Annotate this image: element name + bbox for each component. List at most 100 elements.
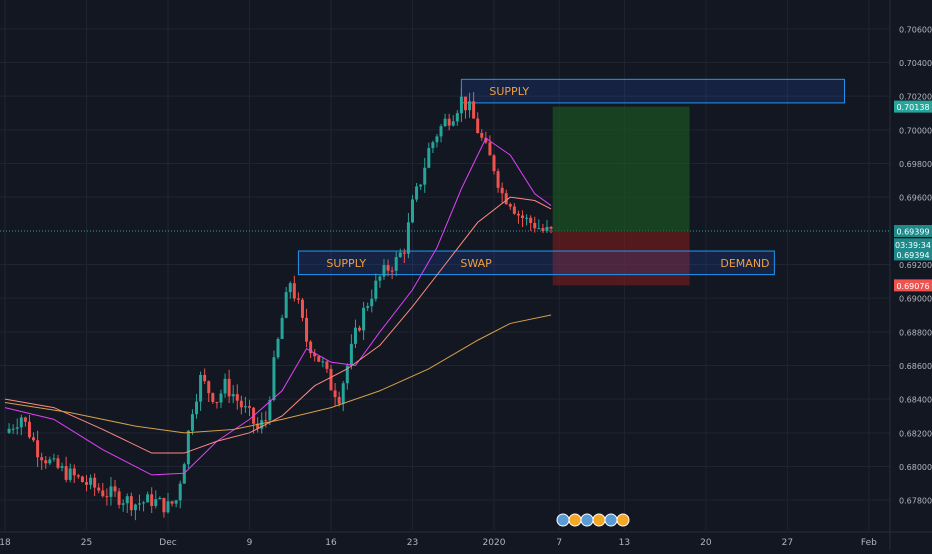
y-tick-label: 0.70000 [899, 126, 932, 135]
candle-body [60, 466, 64, 468]
candle-body [97, 487, 101, 491]
candle-body [174, 500, 178, 504]
candle-body [154, 499, 158, 506]
candle-body [386, 265, 390, 271]
candle-body [158, 497, 162, 500]
candle-body [443, 118, 447, 127]
moving-average-line-2 [4, 196, 552, 454]
candle-body [195, 401, 199, 415]
candle-body [292, 283, 296, 299]
candle-body [268, 399, 272, 421]
x-tick-label: 20 [700, 538, 712, 548]
event-flag-icon[interactable] [592, 513, 606, 527]
candle-body [492, 155, 496, 172]
event-flag-icon[interactable] [616, 513, 630, 527]
candle-body [44, 460, 48, 464]
candle-body [178, 483, 182, 501]
price-badge [894, 225, 932, 238]
candle-body [406, 222, 410, 254]
candle-body [19, 417, 23, 428]
candle-body [427, 148, 431, 168]
event-icons[interactable] [556, 513, 630, 527]
candle-body [512, 206, 516, 214]
candle-body [362, 307, 366, 331]
candle-body [480, 133, 484, 138]
candle-body [215, 401, 219, 403]
x-tick-label: 9 [247, 538, 253, 548]
candle-body [207, 381, 211, 394]
price-badge-label: 0.69394 [896, 251, 929, 260]
candle-body [447, 118, 451, 126]
event-flag-icon[interactable] [568, 513, 582, 527]
candle-body [186, 430, 190, 465]
candle-body [455, 113, 459, 122]
candle-body [459, 96, 463, 114]
candle-body [36, 440, 40, 458]
event-flag-icon[interactable] [604, 513, 618, 527]
candle-body [68, 468, 72, 480]
x-tick-label: 7 [556, 538, 562, 548]
candle-body [366, 306, 370, 308]
candle-body [129, 496, 133, 511]
candle-body [272, 357, 276, 400]
series-layer [4, 86, 553, 521]
candle-body [419, 184, 423, 187]
candle-body [7, 428, 11, 433]
candle-body [394, 257, 398, 271]
candle-body [439, 126, 443, 137]
candle-body [280, 317, 284, 339]
candle-body [109, 486, 113, 497]
supply-swap-demand-zone [297, 250, 775, 276]
label-layer: SUPPLY SUPPLY SWAP DEMAND [326, 85, 769, 270]
candle-body [203, 374, 207, 382]
x-tick-label: 13 [619, 538, 630, 548]
y-tick-label: 0.68000 [899, 463, 932, 472]
candle-body [435, 136, 439, 143]
candle-body [337, 397, 341, 404]
zone-label-swap: SWAP [460, 257, 492, 270]
candle-body [162, 497, 166, 513]
candle-body [309, 341, 313, 354]
candle-body [23, 417, 27, 422]
candle-body [431, 142, 435, 149]
price-badge [894, 100, 932, 113]
candle-body [223, 378, 227, 394]
candle-body [182, 464, 186, 484]
candle-body [521, 215, 525, 219]
position-loss-area [552, 231, 690, 286]
candle-body [541, 228, 545, 231]
moving-average-line-1 [4, 137, 552, 476]
price-badge-label: 0.69399 [896, 228, 929, 237]
candle-body [150, 494, 154, 506]
candle-body [93, 477, 97, 488]
x-tick-label: 27 [782, 538, 793, 548]
candle-body [300, 299, 304, 318]
candle-body [313, 353, 317, 357]
candle-body [382, 265, 386, 277]
candle-body [325, 361, 329, 369]
candle-body [27, 421, 31, 438]
candle-body [76, 475, 80, 477]
event-flag-icon[interactable] [556, 513, 570, 527]
candle-body [121, 503, 125, 505]
candle-body [537, 228, 541, 230]
candle-body [142, 502, 146, 504]
event-flag-icon[interactable] [580, 513, 594, 527]
zone-layer [297, 78, 845, 286]
price-badge [894, 248, 932, 261]
candle-body [284, 292, 288, 318]
price-badge-label: 03:39:34 [895, 241, 931, 250]
candle-body [451, 121, 455, 126]
x-tick-label: 23 [407, 538, 418, 548]
candle-body [105, 496, 109, 498]
candle-body [476, 118, 480, 134]
position-profit-area [552, 106, 690, 232]
candle-body [137, 503, 141, 505]
candle-body [40, 457, 44, 461]
y-tick-label: 0.68600 [899, 362, 932, 371]
candle-body [402, 252, 406, 254]
y-tick-label: 0.68800 [899, 328, 932, 337]
candle-body [248, 406, 251, 408]
